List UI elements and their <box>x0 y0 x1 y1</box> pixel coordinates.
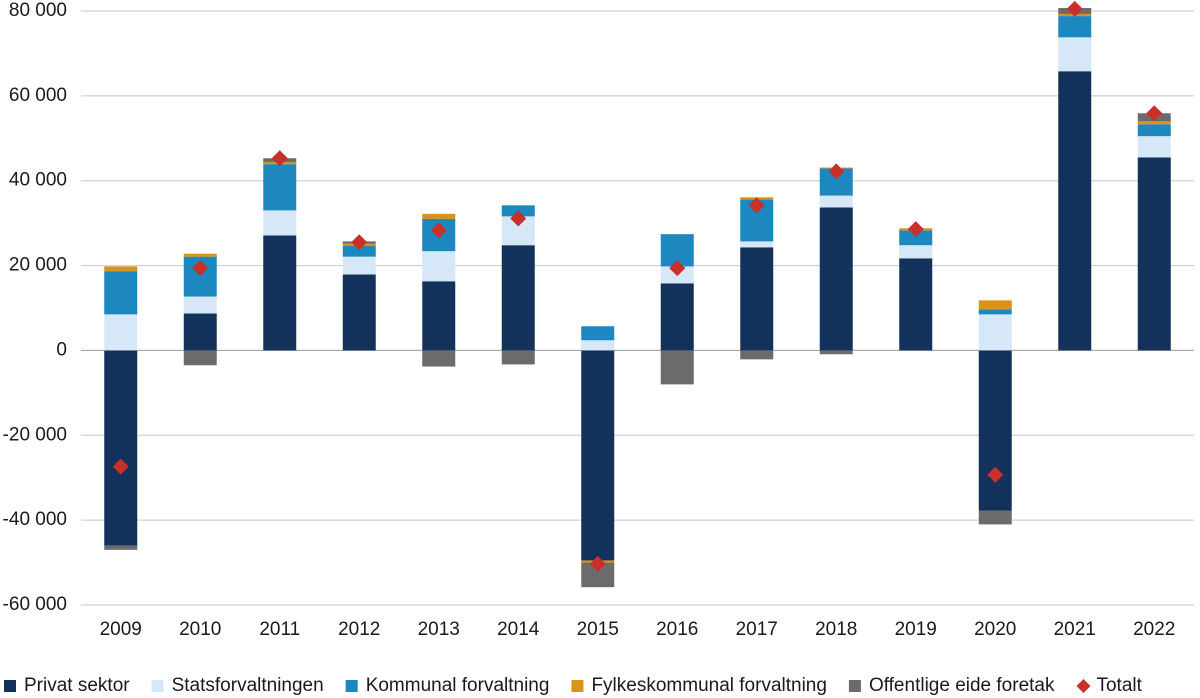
bar-segment <box>1137 124 1171 137</box>
x-tick-label: 2013 <box>418 619 460 640</box>
y-tick-label: 20 000 <box>9 255 67 276</box>
bar-segment <box>263 164 297 211</box>
legend-label: Totalt <box>1096 675 1142 696</box>
bar-segment <box>978 314 1012 351</box>
bar-segment <box>422 281 456 351</box>
x-tick-label: 2011 <box>259 619 300 640</box>
x-tick-label: 2014 <box>497 619 540 640</box>
total-marker <box>748 197 765 214</box>
bar-segment <box>1058 16 1092 38</box>
legend-label: Privat sektor <box>24 675 130 696</box>
total-marker <box>192 260 209 277</box>
bar-segment <box>740 241 774 248</box>
bar-segment <box>342 274 376 351</box>
bar-segment <box>740 247 774 351</box>
x-tick-label: 2020 <box>974 619 1016 640</box>
bar-segment <box>978 350 1012 511</box>
bar-segment <box>1137 136 1171 158</box>
total-marker <box>987 466 1004 483</box>
x-tick-label: 2017 <box>736 619 778 640</box>
bar-segment <box>263 210 297 236</box>
bar-segment <box>183 296 217 314</box>
y-tick-label: -60 000 <box>3 594 67 615</box>
total-marker <box>1066 0 1083 17</box>
bar-segment <box>183 313 217 351</box>
total-marker <box>271 150 288 167</box>
total-marker <box>510 210 527 227</box>
legend-marker <box>1076 679 1091 693</box>
total-marker <box>589 555 606 572</box>
legend-label: Offentlige eide foretak <box>869 675 1055 696</box>
x-tick-label: 2022 <box>1133 619 1175 640</box>
y-tick-label: -40 000 <box>3 509 67 530</box>
bar-segment <box>104 271 138 315</box>
bar-segment <box>581 340 615 351</box>
bar-segment <box>422 350 456 367</box>
bar-segment <box>1058 37 1092 72</box>
y-tick-label: 40 000 <box>9 170 67 191</box>
legend-marker <box>345 680 358 692</box>
bar-segment <box>263 235 297 351</box>
total-marker <box>828 163 845 180</box>
bar-segment <box>104 266 138 272</box>
x-tick-label: 2009 <box>100 619 142 640</box>
legend-marker <box>848 680 861 692</box>
total-marker <box>430 222 447 239</box>
x-tick-label: 2012 <box>338 619 380 640</box>
legend-marker <box>151 680 164 692</box>
bar-segment <box>501 245 535 351</box>
legend-marker <box>571 680 584 692</box>
bar-segment <box>183 350 217 366</box>
bar-segment <box>660 350 694 385</box>
legend-label: Statsforvaltningen <box>172 675 324 696</box>
bar-segment <box>660 283 694 351</box>
y-tick-label: 0 <box>56 339 67 360</box>
x-tick-label: 2018 <box>815 619 857 640</box>
bar-segment <box>1137 121 1171 125</box>
y-tick-label: -20 000 <box>3 424 67 445</box>
x-tick-label: 2016 <box>656 619 698 640</box>
bar-segment <box>899 245 933 259</box>
x-tick-label: 2010 <box>179 619 221 640</box>
total-marker <box>1146 105 1163 122</box>
bar-segment <box>104 545 138 550</box>
bar-segment <box>978 510 1012 525</box>
x-tick-label: 2015 <box>577 619 619 640</box>
y-tick-label: 60 000 <box>9 85 67 106</box>
bar-segment <box>342 245 376 257</box>
total-marker <box>112 458 129 475</box>
x-tick-label: 2021 <box>1054 619 1096 640</box>
total-marker <box>669 260 686 277</box>
bar-segment <box>501 350 535 365</box>
legend-label: Kommunal forvaltning <box>366 675 550 696</box>
x-tick-label: 2019 <box>895 619 937 640</box>
total-marker <box>351 234 368 251</box>
bar-segment <box>342 256 376 275</box>
bar-segment <box>899 258 933 351</box>
bar-segment <box>1137 157 1171 351</box>
bar-segment <box>422 213 456 219</box>
total-marker <box>907 221 924 238</box>
bar-segment <box>104 314 138 351</box>
bar-segment <box>978 309 1012 315</box>
bar-segment <box>819 350 853 355</box>
bar-segment <box>978 300 1012 310</box>
bar-segment <box>819 207 853 351</box>
bar-segment <box>740 350 774 360</box>
bar-segment <box>422 251 456 282</box>
y-tick-label: 80 000 <box>9 0 67 21</box>
legend-marker <box>4 680 16 692</box>
legend-label: Fylkeskommunal forvaltning <box>591 675 826 696</box>
bar-segment <box>819 195 853 208</box>
bar-segment <box>581 326 615 341</box>
bar-segment <box>183 253 217 257</box>
bar-segment <box>581 350 615 561</box>
bar-segment <box>1058 71 1092 351</box>
bar-segment <box>899 230 933 246</box>
bar-segment <box>104 350 138 546</box>
